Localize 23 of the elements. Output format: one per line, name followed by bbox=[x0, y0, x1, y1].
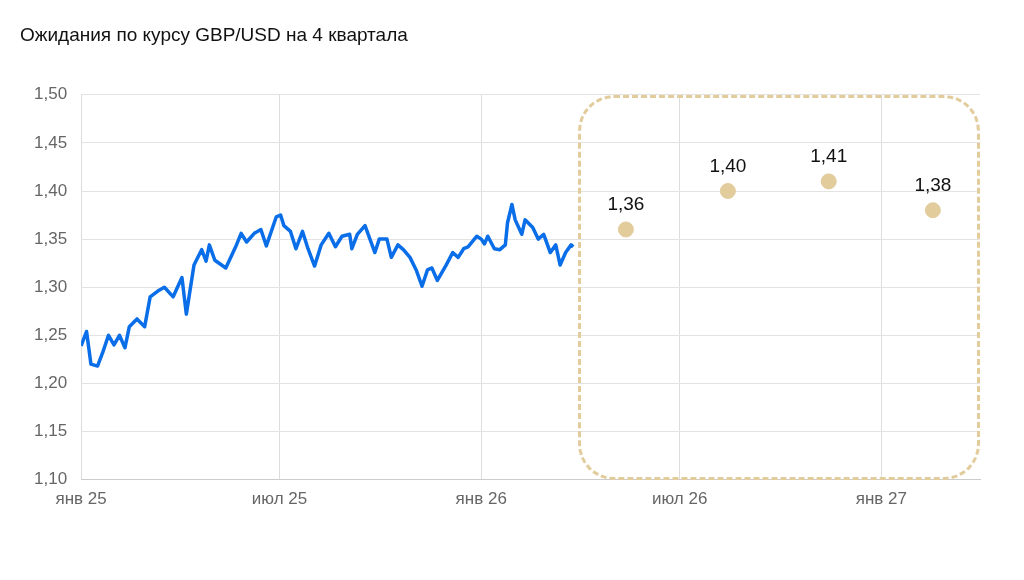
data-label: 1,38 bbox=[914, 173, 952, 195]
data-label: 1,40 bbox=[709, 154, 747, 176]
point bbox=[617, 221, 634, 238]
y-tick-label: 1,30 bbox=[33, 276, 68, 296]
y-tick-label: 1,35 bbox=[33, 228, 68, 248]
data-label: 1,36 bbox=[607, 193, 645, 215]
y-tick-label: 1,20 bbox=[33, 373, 68, 393]
y-tick-label: 1,15 bbox=[33, 421, 68, 441]
point bbox=[719, 183, 736, 199]
y-tick-label: 1,40 bbox=[33, 180, 68, 200]
data-label: 1,41 bbox=[810, 145, 848, 167]
point bbox=[820, 173, 837, 190]
y-tick-label: 1,50 bbox=[33, 84, 68, 104]
x-tick-label: янв 26 bbox=[455, 489, 507, 509]
y-tick-label: 1,10 bbox=[33, 469, 68, 489]
y-tick-label: 1,25 bbox=[33, 324, 68, 344]
x-tick-label: июл 25 bbox=[251, 489, 308, 509]
chart-title: Ожидания по курсу GBP/USD на 4 квартала bbox=[20, 23, 409, 45]
x-tick-label: янв 27 bbox=[855, 489, 907, 509]
point bbox=[924, 202, 941, 219]
x-tick-label: июл 26 bbox=[651, 489, 708, 509]
y-tick-label: 1,45 bbox=[33, 132, 68, 152]
x-tick-label: янв 25 bbox=[55, 489, 107, 509]
